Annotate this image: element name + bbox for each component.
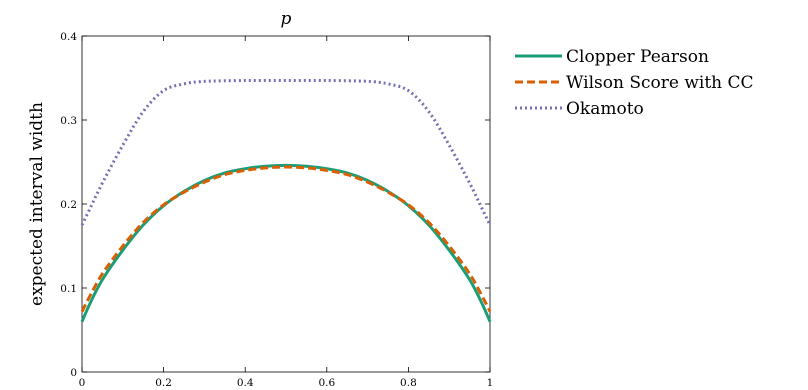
series-line-1 bbox=[80, 163, 492, 323]
legend-label-3: Okamoto bbox=[566, 99, 644, 119]
plot-frame bbox=[81, 35, 491, 373]
ticks-layer: 0 0.2 0.4 0.6 0.8 1 0 0.1 0.2 0.3 0.4 bbox=[60, 31, 493, 389]
x-tick-label: 1 bbox=[487, 377, 494, 389]
legend: Clopper Pearson Wilson Score with CC Okamo… bbox=[515, 47, 754, 119]
y-tick-label: 0 bbox=[70, 367, 77, 379]
series-line-3 bbox=[80, 78, 492, 226]
legend-label-1: Clopper Pearson bbox=[566, 47, 709, 67]
series-line-2 bbox=[80, 165, 492, 313]
x-tick-label: 0.2 bbox=[155, 377, 172, 389]
series-layer bbox=[80, 78, 492, 323]
y-tick-label: 0.4 bbox=[60, 31, 77, 43]
y-axis-label: expected interval width bbox=[27, 102, 47, 306]
y-tick-label: 0.3 bbox=[60, 115, 77, 127]
x-tick-label: 0.6 bbox=[318, 377, 335, 389]
x-tick-label: 0 bbox=[79, 377, 86, 389]
y-tick-label: 0.2 bbox=[60, 199, 77, 211]
legend-label-2: Wilson Score with CC bbox=[566, 73, 754, 93]
x-tick-label: 0.8 bbox=[400, 377, 417, 389]
chart-title: p bbox=[281, 9, 292, 29]
x-tick-label: 0.4 bbox=[237, 377, 254, 389]
y-tick-label: 0.1 bbox=[60, 283, 77, 295]
